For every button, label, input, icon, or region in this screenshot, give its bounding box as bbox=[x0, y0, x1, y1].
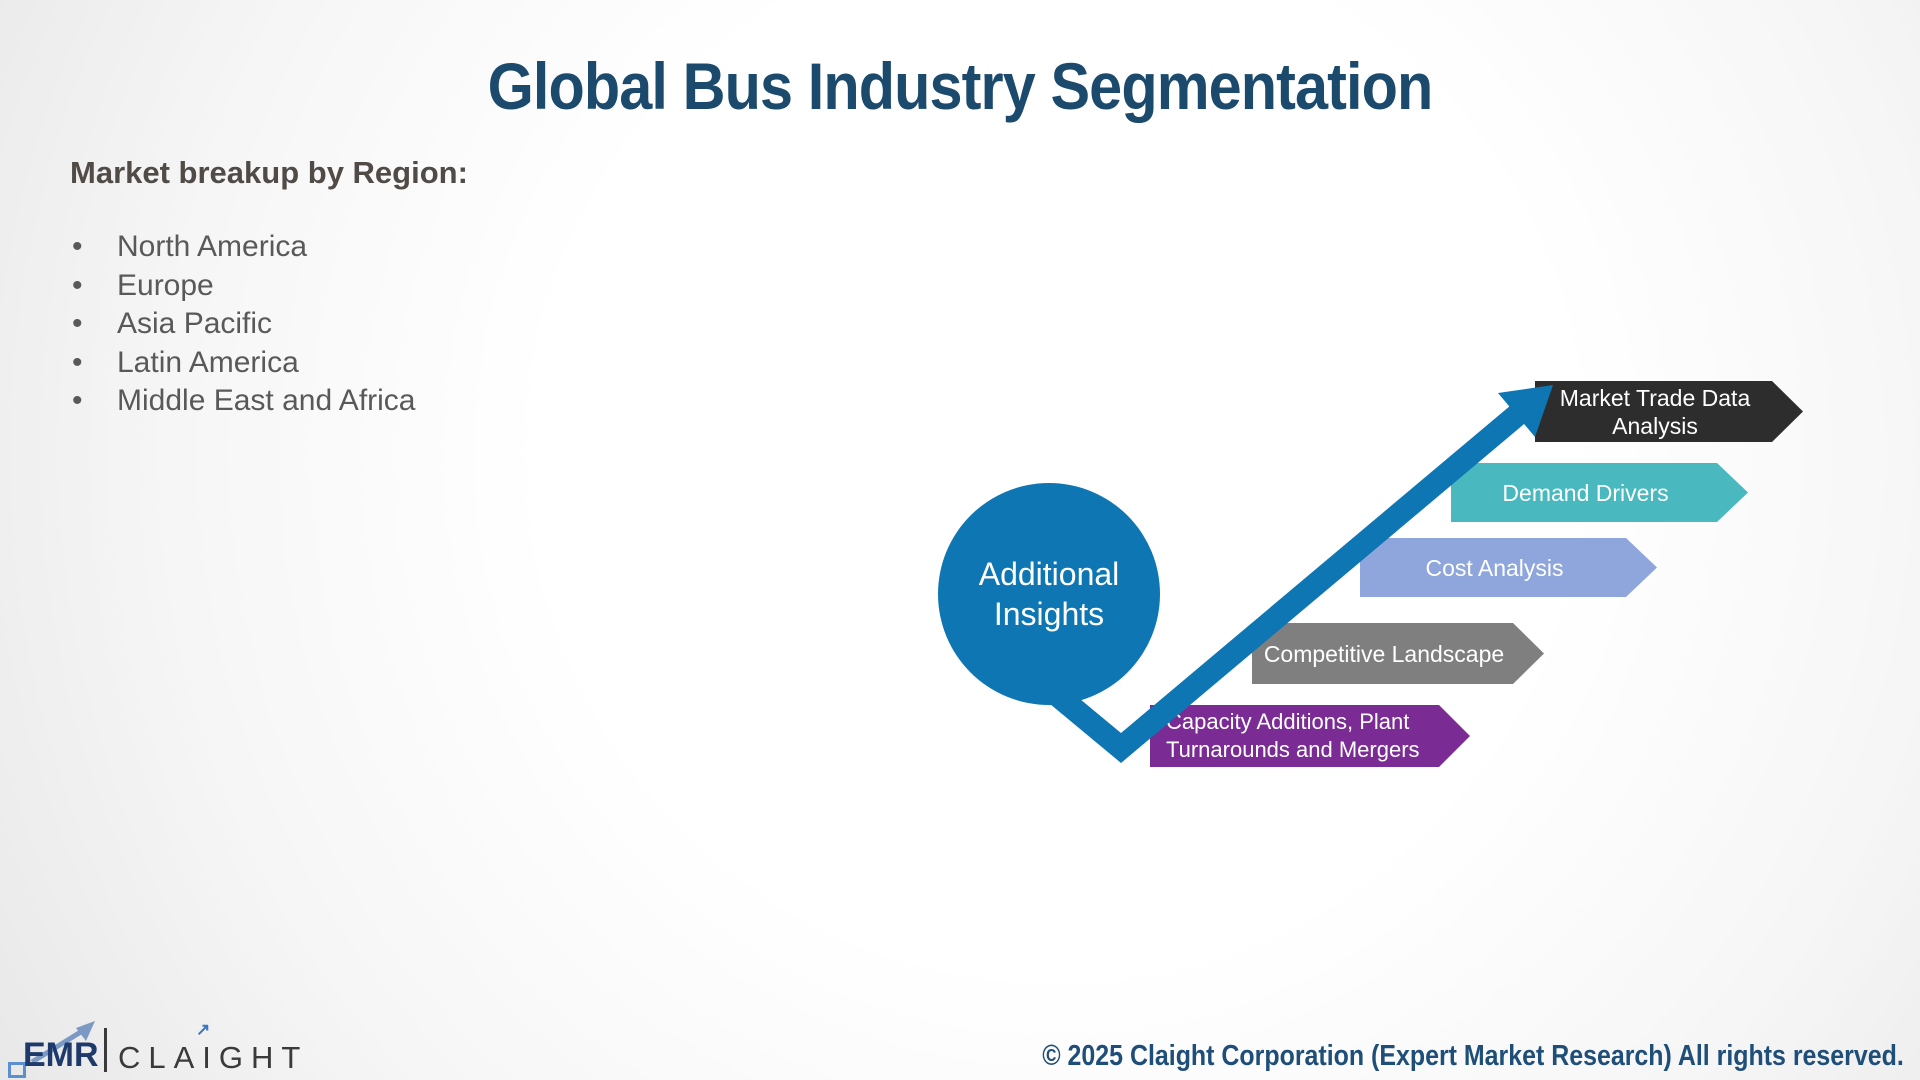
emr-logo-text: EMR bbox=[23, 1036, 99, 1074]
bullet-icon: • bbox=[72, 345, 83, 379]
list-item-label: Europe bbox=[117, 268, 214, 302]
logo-divider bbox=[104, 1028, 107, 1072]
list-item-label: North America bbox=[117, 230, 308, 263]
list-item-label: Latin America bbox=[117, 345, 299, 379]
list-item-label: Middle East and Africa bbox=[117, 384, 416, 417]
list-item: • Asia Pacific bbox=[70, 305, 416, 344]
chevron-capacity-additions: Capacity Additions, Plant Turnarounds an… bbox=[1150, 705, 1470, 767]
chevron-label: Capacity Additions, Plant Turnarounds an… bbox=[1166, 709, 1420, 762]
claight-logo-text: CLAIGHT bbox=[118, 1040, 309, 1075]
logo-square-icon bbox=[8, 1062, 26, 1078]
chevron-label: Competitive Landscape bbox=[1263, 640, 1505, 667]
chevron-label: Demand Drivers bbox=[1502, 479, 1669, 506]
page-title: Global Bus Industry Segmentation bbox=[487, 49, 1434, 123]
emr-claight-logo: EMR CLAIGHT ↗ bbox=[0, 1010, 330, 1080]
chevron-label: Cost Analysis bbox=[1425, 554, 1564, 581]
list-item: • Europe bbox=[70, 267, 416, 306]
list-item: • Latin America bbox=[70, 344, 416, 383]
hub-label: Additional Insights bbox=[978, 556, 1120, 632]
list-item: • North America bbox=[70, 228, 416, 267]
copyright-text: © 2025 Claight Corporation (Expert Marke… bbox=[1042, 1040, 1904, 1072]
logo-bird-icon: ↗ bbox=[196, 1020, 211, 1039]
bullet-icon: • bbox=[72, 230, 83, 263]
bullet-icon: • bbox=[72, 268, 83, 302]
chevron-market-trade-data: Market Trade Data Analysis bbox=[1535, 381, 1803, 442]
region-section-heading: Market breakup by Region: bbox=[70, 155, 468, 190]
list-item-label: Asia Pacific bbox=[117, 307, 273, 340]
bullet-icon: • bbox=[72, 307, 83, 340]
chevron-label: Market Trade Data Analysis bbox=[1559, 384, 1751, 439]
chevron-demand-drivers: Demand Drivers bbox=[1451, 463, 1748, 522]
chevron-cost-analysis: Cost Analysis bbox=[1360, 538, 1657, 597]
logo-arrow-icon bbox=[30, 1021, 95, 1065]
chevron-competitive-landscape: Competitive Landscape bbox=[1252, 623, 1544, 684]
bullet-icon: • bbox=[72, 384, 83, 417]
list-item: • Middle East and Africa bbox=[70, 382, 416, 421]
insights-hub-circle: Additional Insights bbox=[938, 483, 1160, 705]
region-bullet-list: • North America • Europe • Asia Pacific … bbox=[70, 228, 416, 421]
